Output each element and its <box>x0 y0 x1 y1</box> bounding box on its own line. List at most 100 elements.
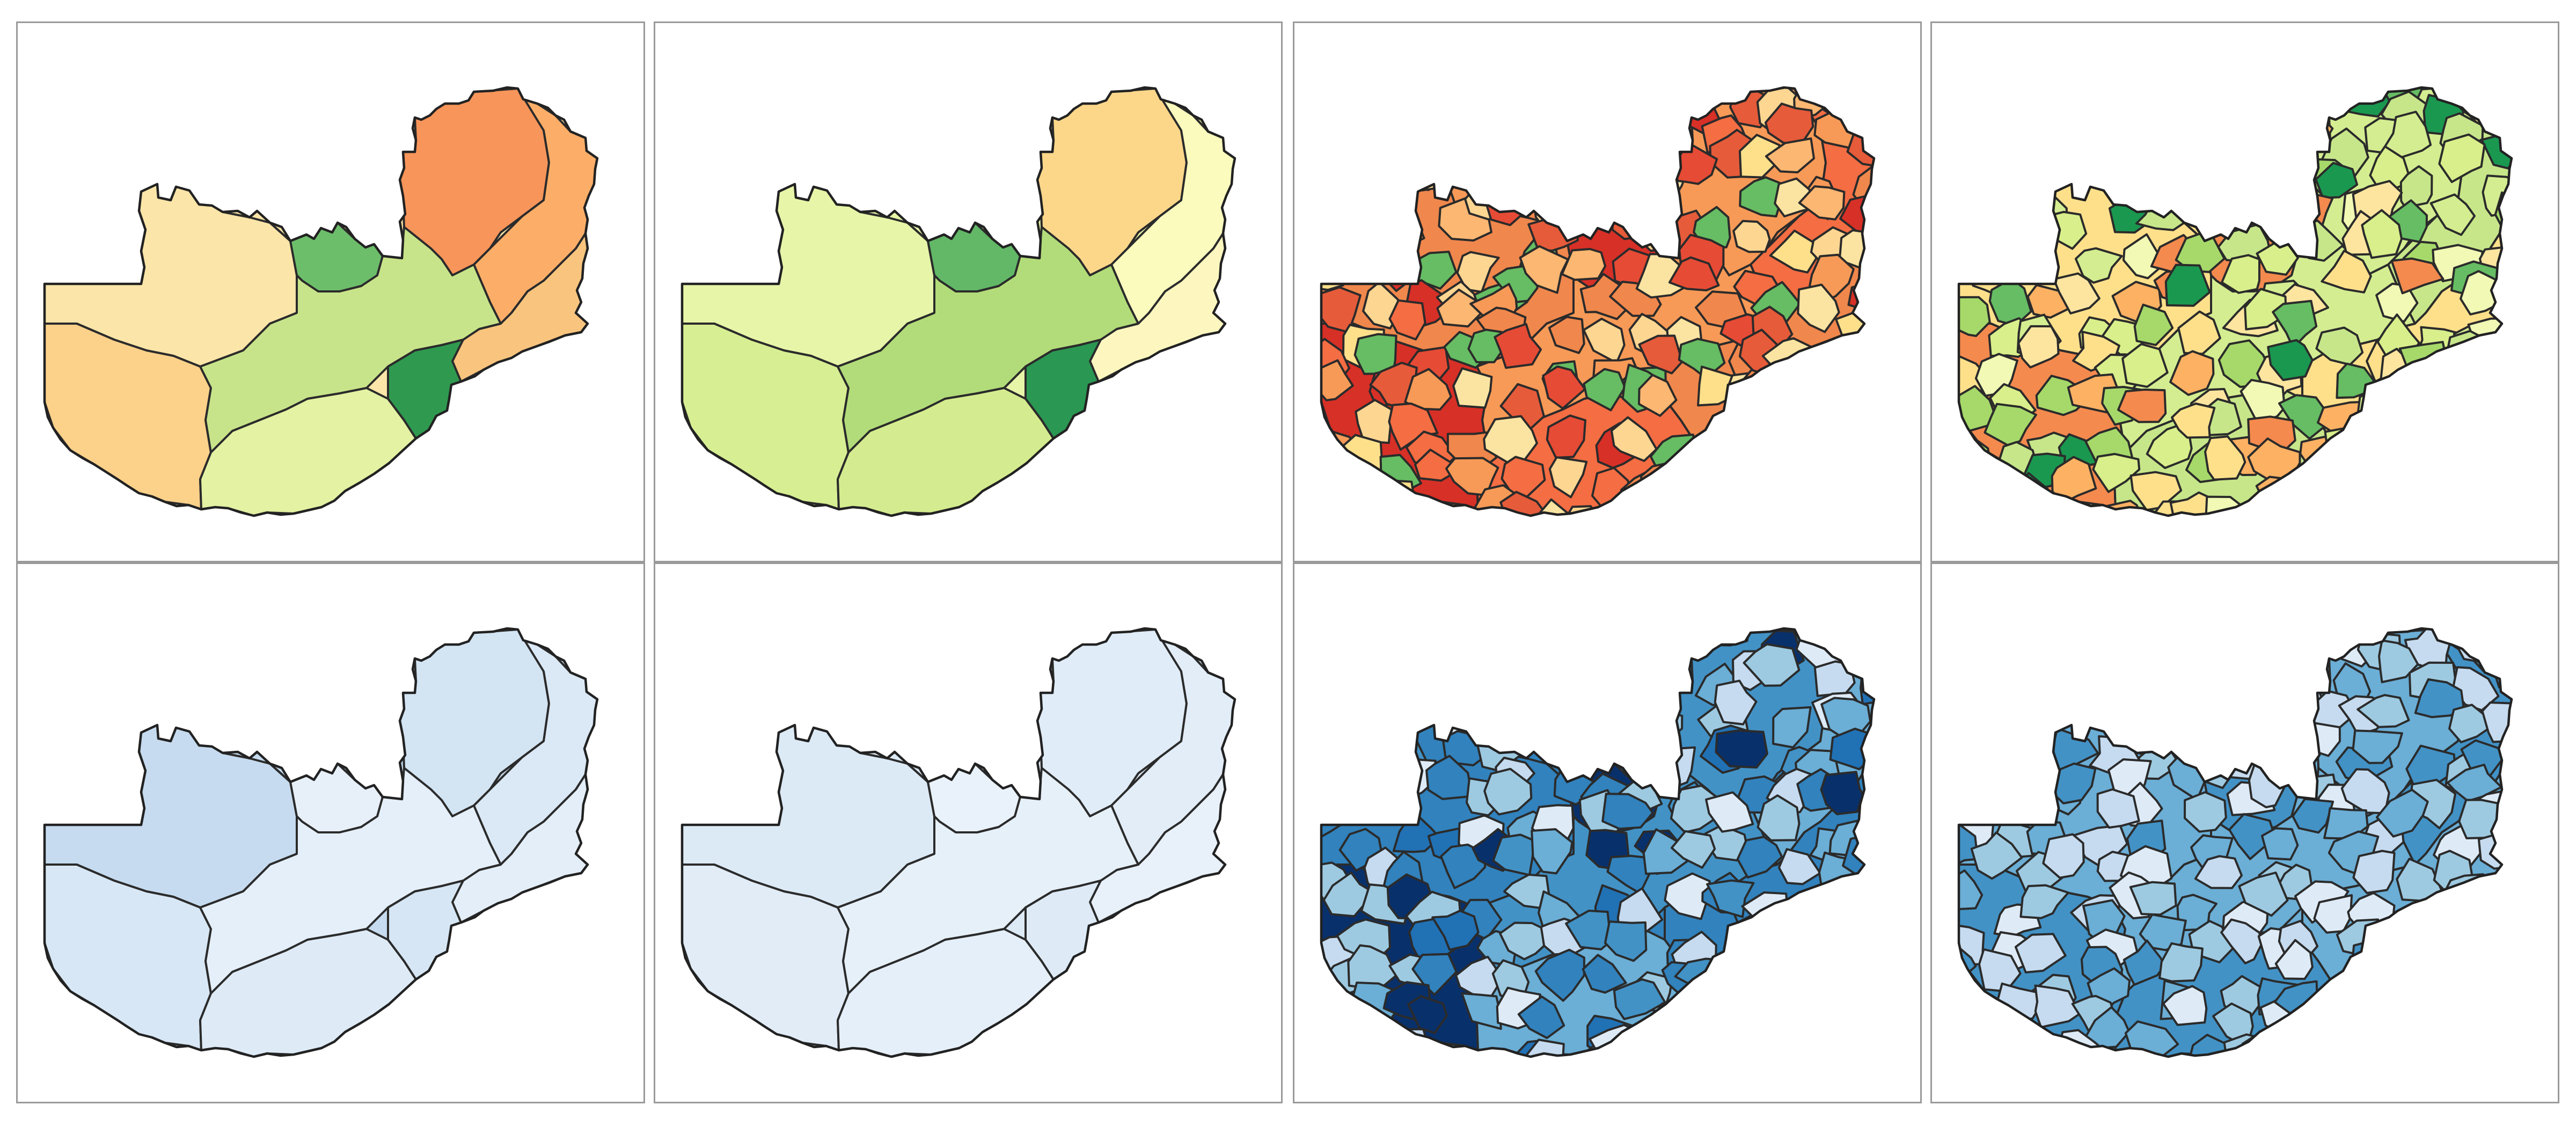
district-region <box>2079 1053 2133 1057</box>
district-region <box>2238 872 2289 917</box>
country-outline <box>1320 627 1876 1058</box>
district-region <box>1970 831 2023 880</box>
district-region <box>1579 273 1631 320</box>
district-region <box>2461 1028 2502 1057</box>
district-region <box>1404 368 1452 411</box>
district-region <box>2378 639 2419 683</box>
district-region <box>1494 323 1542 369</box>
district-region <box>2162 985 2208 1026</box>
district-region <box>1813 660 1856 697</box>
district-region <box>1436 663 1484 701</box>
district-region <box>1361 195 1407 243</box>
district-region <box>2014 933 2067 974</box>
district-region <box>2414 678 2465 719</box>
district-region <box>2055 680 2103 720</box>
district-region <box>2043 97 2094 138</box>
district-region <box>1321 664 1346 702</box>
district-region <box>2026 628 2065 671</box>
district-region <box>2304 501 2341 516</box>
district-region <box>2446 764 2502 802</box>
district-region <box>1853 365 1874 411</box>
district-region <box>2109 103 2158 140</box>
district-region <box>1321 458 1349 501</box>
district-region <box>2372 484 2419 516</box>
district-region <box>1324 628 1373 655</box>
district-region <box>1407 995 1448 1034</box>
district-region <box>1852 628 1874 667</box>
district-region <box>1321 359 1354 401</box>
district-region <box>2465 1022 2512 1057</box>
map-panel-row2-col4 <box>1930 562 2559 1103</box>
district-region <box>1959 168 1994 203</box>
district-region <box>2477 452 2512 494</box>
district-region <box>2221 691 2270 730</box>
district-region <box>1980 181 2013 220</box>
district-region <box>1473 628 1519 660</box>
district-region <box>1791 951 1836 994</box>
district-region <box>1959 125 2002 174</box>
district-region <box>2485 629 2512 673</box>
district-region <box>2034 984 2081 1029</box>
district-region <box>2314 502 2357 516</box>
district-region <box>1321 628 1359 644</box>
district-region <box>1321 739 1364 782</box>
district-region <box>2267 87 2312 103</box>
country-outline <box>1957 627 2513 1058</box>
district-region <box>2412 899 2457 942</box>
district-region <box>1397 673 1441 720</box>
district-region <box>2267 339 2314 382</box>
map-panel-row2-col2 <box>654 562 1283 1103</box>
district-region <box>1810 1039 1848 1057</box>
district-region <box>2162 693 2205 736</box>
district-region <box>1959 453 1987 497</box>
district-region <box>2237 704 2288 751</box>
map-panel-row2-col1 <box>16 562 645 1103</box>
district-region <box>1349 90 1403 123</box>
district-region <box>1985 628 2039 656</box>
district-region <box>1601 93 1647 135</box>
district-region <box>2394 1020 2433 1057</box>
district-region <box>2184 791 2227 833</box>
district-region <box>2243 142 2286 194</box>
district-region <box>1565 910 1612 950</box>
district-region <box>2321 250 2372 294</box>
district-region <box>2097 655 2152 697</box>
district-region <box>1321 1045 1368 1057</box>
map-panel-row1-col4 <box>1930 21 2559 562</box>
district-region <box>2380 930 2432 963</box>
district-region <box>1366 664 1406 711</box>
district-region <box>1612 117 1657 157</box>
district-region <box>2276 671 2323 708</box>
region-layer <box>1321 628 1874 1057</box>
district-region <box>2123 939 2166 986</box>
district-region <box>2289 87 2344 122</box>
district-region <box>1704 1002 1750 1046</box>
district-region <box>1993 1048 2043 1057</box>
district-region <box>2431 414 2475 453</box>
district-region <box>1812 998 1853 1045</box>
district-region <box>1574 669 1621 713</box>
district-region <box>2220 632 2271 682</box>
district-region <box>1757 794 1801 841</box>
district-region <box>1457 87 1502 104</box>
district-region <box>1705 791 1754 833</box>
district-region <box>2315 162 2359 199</box>
district-region <box>1959 637 1992 675</box>
district-region <box>2148 628 2192 672</box>
district-region <box>2131 691 2175 736</box>
district-region <box>2292 797 2334 834</box>
district-region <box>2274 939 2314 980</box>
district-region <box>1322 871 1375 918</box>
district-region <box>1959 440 1992 477</box>
district-region <box>2235 720 2289 753</box>
district-region <box>2478 917 2512 961</box>
district-region <box>1355 131 1399 182</box>
district-region <box>2191 158 2239 206</box>
district-region <box>1345 482 1393 516</box>
district-region <box>1711 473 1747 514</box>
district-region <box>1546 414 1586 459</box>
district-region <box>2220 918 2263 964</box>
district-region <box>1452 367 1493 409</box>
district-region <box>1342 756 1387 797</box>
district-region <box>1959 238 1987 274</box>
